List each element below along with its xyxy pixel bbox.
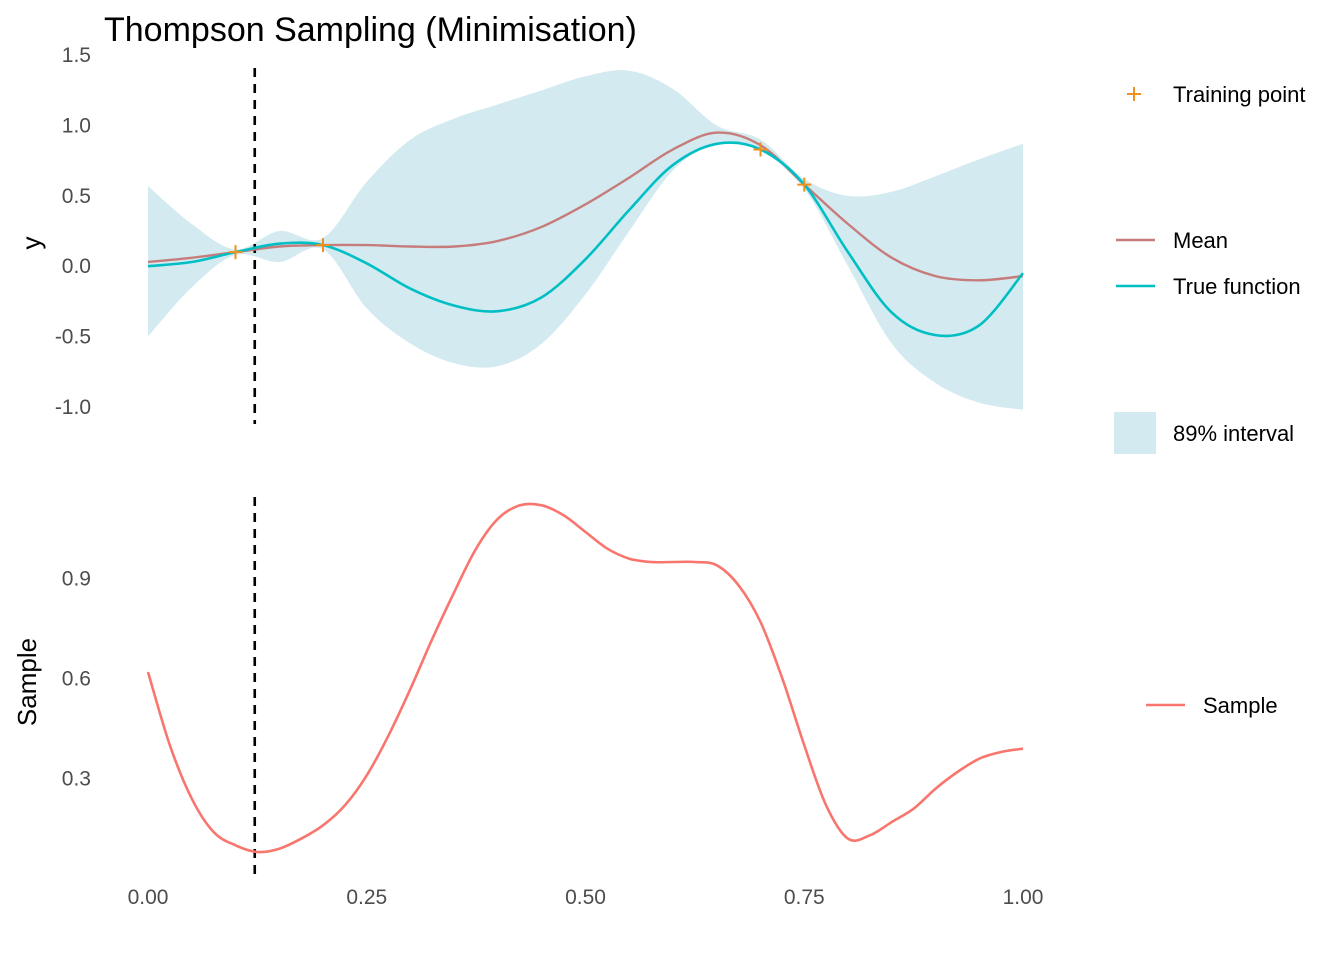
legend-key-interval [1114, 412, 1156, 454]
y-tick-label: 0.3 [62, 768, 91, 791]
bottom-panel: 0.3 0.6 0.9 0.00 0.25 0.50 0.75 1.00 Sample [12, 497, 1043, 909]
legend-label-sample: Sample [1203, 693, 1278, 718]
x-tick-label: 0.50 [565, 886, 606, 909]
x-tick-label: 0.00 [128, 886, 169, 909]
x-tick-label: 0.25 [346, 886, 387, 909]
y-tick-label: -0.5 [55, 326, 91, 349]
training-point [797, 177, 812, 192]
legend-label-interval: 89% interval [1173, 421, 1294, 446]
legend-label-mean: Mean [1173, 228, 1228, 253]
legend-label-true-function: True function [1173, 274, 1301, 299]
training-point [753, 142, 768, 157]
legend: Training point Mean True function 89% inter… [1114, 82, 1305, 718]
training-point [228, 245, 243, 260]
legend-key-training-point [1127, 87, 1141, 101]
y-tick-label: 1.0 [62, 115, 91, 138]
y-axis-title-top: y [16, 237, 46, 250]
chart-title: Thompson Sampling (Minimisation) [104, 11, 637, 49]
interval-ribbon [148, 70, 1023, 410]
training-point [316, 238, 330, 253]
y-tick-label: 0.0 [62, 255, 91, 278]
y-tick-label: 0.9 [62, 568, 91, 591]
true-function-line [147, 141, 1024, 338]
top-panel: -1.0 -0.5 0.0 0.5 1.0 1.5 y [16, 44, 1024, 424]
y-tick-label: 0.5 [62, 185, 91, 208]
y-tick-label: 0.6 [62, 668, 91, 691]
legend-label-training-point: Training point [1173, 82, 1305, 107]
x-tick-label: 1.00 [1003, 886, 1044, 909]
sample-line [146, 502, 1024, 854]
y-axis-title-bottom: Sample [12, 638, 42, 726]
y-tick-label: -1.0 [55, 396, 91, 419]
y-tick-label: 1.5 [62, 44, 91, 67]
mean-line [147, 131, 1024, 282]
x-tick-label: 0.75 [784, 886, 825, 909]
